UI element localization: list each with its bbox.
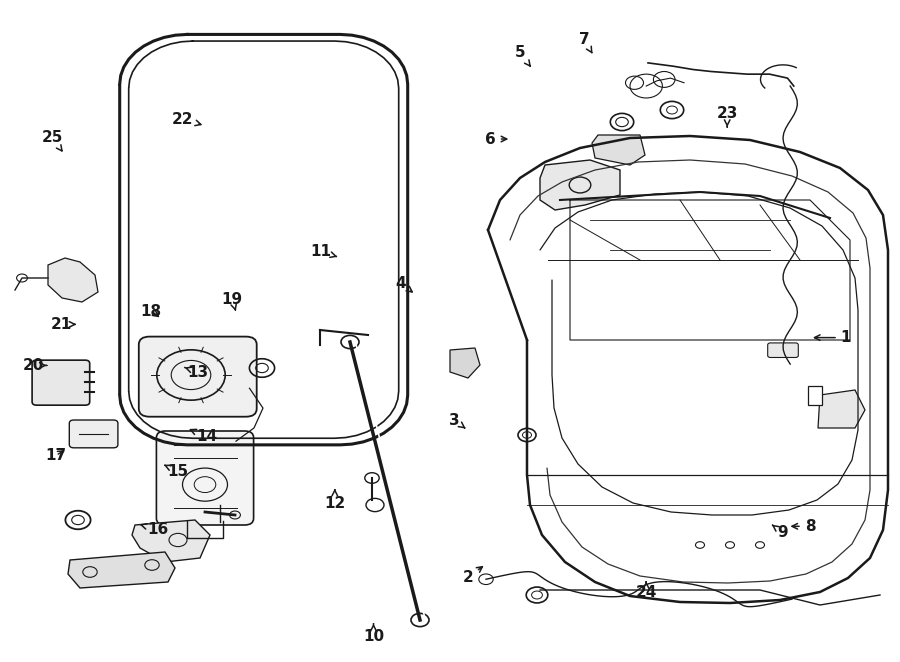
Polygon shape xyxy=(48,258,98,302)
Text: 18: 18 xyxy=(140,304,162,318)
FancyBboxPatch shape xyxy=(768,343,798,357)
Text: 3: 3 xyxy=(449,413,465,428)
Text: 12: 12 xyxy=(324,490,346,510)
FancyBboxPatch shape xyxy=(139,336,256,416)
FancyBboxPatch shape xyxy=(157,431,254,525)
Text: 2: 2 xyxy=(463,567,482,585)
Text: 9: 9 xyxy=(772,525,788,540)
Text: 4: 4 xyxy=(395,276,412,292)
Text: 10: 10 xyxy=(363,624,384,644)
Bar xyxy=(808,387,822,405)
FancyBboxPatch shape xyxy=(69,420,118,448)
Text: 25: 25 xyxy=(41,130,63,151)
Text: 8: 8 xyxy=(792,519,815,534)
Text: 11: 11 xyxy=(310,244,337,259)
Text: 20: 20 xyxy=(22,358,47,373)
Text: 5: 5 xyxy=(515,46,530,66)
FancyBboxPatch shape xyxy=(32,360,90,405)
Polygon shape xyxy=(540,160,620,210)
Text: 1: 1 xyxy=(814,330,851,345)
Text: 16: 16 xyxy=(141,522,168,537)
Text: 6: 6 xyxy=(485,132,507,146)
Text: 24: 24 xyxy=(635,582,657,600)
Text: 21: 21 xyxy=(50,317,75,332)
Polygon shape xyxy=(592,135,645,165)
Text: 15: 15 xyxy=(165,464,189,479)
Text: 17: 17 xyxy=(45,448,67,463)
Text: 23: 23 xyxy=(716,107,738,127)
Polygon shape xyxy=(450,348,480,378)
Text: 13: 13 xyxy=(184,365,209,379)
Polygon shape xyxy=(68,552,175,588)
Circle shape xyxy=(366,498,384,512)
Text: 14: 14 xyxy=(191,430,218,444)
Text: 19: 19 xyxy=(221,292,243,310)
Text: 7: 7 xyxy=(579,32,592,53)
Polygon shape xyxy=(132,520,210,562)
Text: 22: 22 xyxy=(172,112,201,126)
Polygon shape xyxy=(818,390,865,428)
